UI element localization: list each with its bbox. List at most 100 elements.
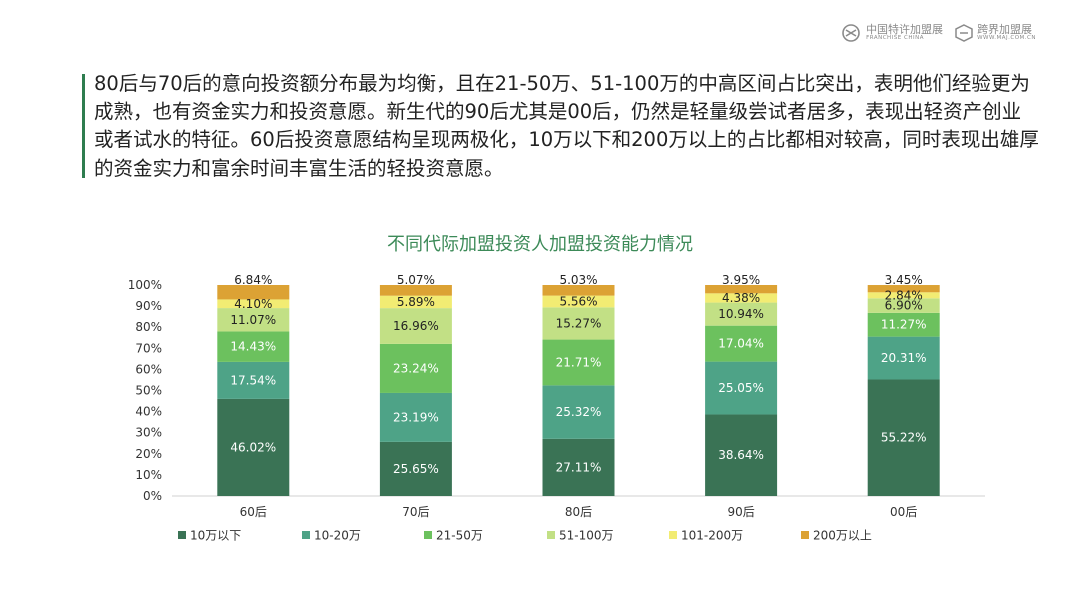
data-label: 55.22% [881,431,927,445]
bars [217,285,940,496]
legend-label: 101-200万 [681,529,743,543]
data-label: 4.38% [722,291,760,305]
y-tick-label: 70% [135,341,162,355]
cross-border-logo-icon [955,24,973,42]
bar-segment [867,285,940,293]
y-tick-label: 90% [135,299,162,313]
bar-segment [867,298,940,313]
data-label: 27.11% [556,460,602,474]
data-label: 5.03% [559,273,597,287]
data-label: 2.84% [885,288,923,302]
data-label: 17.54% [230,373,276,387]
data-label: 10.94% [718,307,764,321]
legend-label: 200万以上 [813,529,872,543]
data-label: 4.10% [234,297,272,311]
data-label: 11.27% [881,318,927,332]
bar-segment [379,308,452,344]
bar-segment [542,385,615,439]
logo1-main-text: 中国特许加盟展 [866,23,944,37]
bar-segment [705,361,778,415]
legend-label: 10-20万 [314,529,361,543]
legend: 10万以下 10-20万 21-50万 51-100万 101-200万 200万以上 [178,529,872,543]
bar-segment [705,302,778,326]
bar-segment [867,379,940,496]
bar-segment [379,392,452,442]
y-tick-label: 50% [135,384,162,398]
bar-segment [379,285,452,296]
bar-segment [542,285,615,296]
bar-segment [867,292,940,299]
data-label: 15.27% [556,316,602,330]
bar-segment [379,295,452,309]
franchise-china-logo-icon [842,24,860,42]
data-labels: 46.02% 17.54% 14.43% 11.07% 4.10% 6.84% 25.65%… [230,273,926,476]
bar-segment [542,295,615,308]
legend-swatch [669,531,677,539]
data-label: 25.65% [393,462,439,476]
bar-segment [379,343,452,393]
bar-segment [379,441,452,496]
cross-border-logo: 跨界加盟展 WWW.MAJ.COM.CN [955,24,1036,42]
data-label: 20.31% [881,351,927,365]
bar-segment [705,325,778,362]
bar-segment [867,336,940,380]
data-label: 5.07% [397,273,435,287]
data-label: 21.71% [556,355,602,369]
x-tick-label: 80后 [565,505,592,519]
data-label: 23.24% [393,361,439,375]
data-label: 3.45% [885,273,923,287]
legend-label: 51-100万 [559,529,614,543]
x-axis: 60后 70后 80后 90后 00后 [240,505,918,519]
y-tick-label: 60% [135,362,162,376]
y-axis: 0% 10% 20% 30% 40% 50% 60% 70% 80% 90% 100% [128,278,985,503]
legend-swatch [547,531,555,539]
data-label: 25.32% [556,405,602,419]
data-label: 14.43% [230,340,276,354]
bar-segment [542,339,615,386]
data-label: 46.02% [230,440,276,454]
legend-swatch [302,531,310,539]
bar-segment [542,438,615,496]
data-label: 6.84% [234,273,272,287]
paragraph-accent-bar [82,74,85,178]
data-label: 16.96% [393,319,439,333]
data-label: 6.90% [885,299,923,313]
x-tick-label: 00后 [890,505,917,519]
bar-segment [542,307,615,340]
bar-segment [705,414,778,496]
legend-label: 21-50万 [436,529,483,543]
y-tick-label: 80% [135,320,162,334]
bar-segment [217,285,290,300]
y-tick-label: 10% [135,468,162,482]
data-label: 3.95% [722,273,760,287]
data-label: 11.07% [230,313,276,327]
logo1-sub-text: FRANCHISE CHINA [866,34,924,41]
chart-title: 不同代际加盟投资人加盟投资能力情况 [387,234,693,255]
bar-segment [217,308,290,332]
bar-segment [705,293,778,303]
y-tick-label: 0% [143,489,162,503]
x-tick-label: 90后 [727,505,754,519]
data-label: 25.05% [718,381,764,395]
y-tick-label: 20% [135,447,162,461]
header-logos: 中国特许加盟展 FRANCHISE CHINA 跨界加盟展 WWW.MAJ.CO… [840,24,1036,42]
data-label: 17.04% [718,337,764,351]
bar-segment [705,285,778,294]
data-label: 5.56% [559,294,597,308]
data-label: 5.89% [397,295,435,309]
logo2-main-text: 跨界加盟展 [977,23,1033,37]
bar-segment [867,312,940,337]
y-tick-label: 30% [135,426,162,440]
data-label: 38.64% [718,448,764,462]
data-label: 23.19% [393,410,439,424]
bar-segment [217,331,290,362]
x-tick-label: 60后 [240,505,267,519]
legend-label: 10万以下 [190,529,241,543]
y-tick-label: 40% [135,405,162,419]
legend-swatch [424,531,432,539]
logo2-sub-text: WWW.MAJ.COM.CN [977,34,1036,41]
franchise-china-logo: 中国特许加盟展 FRANCHISE CHINA [840,24,943,42]
summary-paragraph: 80后与70后的意向投资额分布最为均衡，且在21-50万、51-100万的中高区… [94,72,1039,180]
bar-segment [217,361,290,399]
